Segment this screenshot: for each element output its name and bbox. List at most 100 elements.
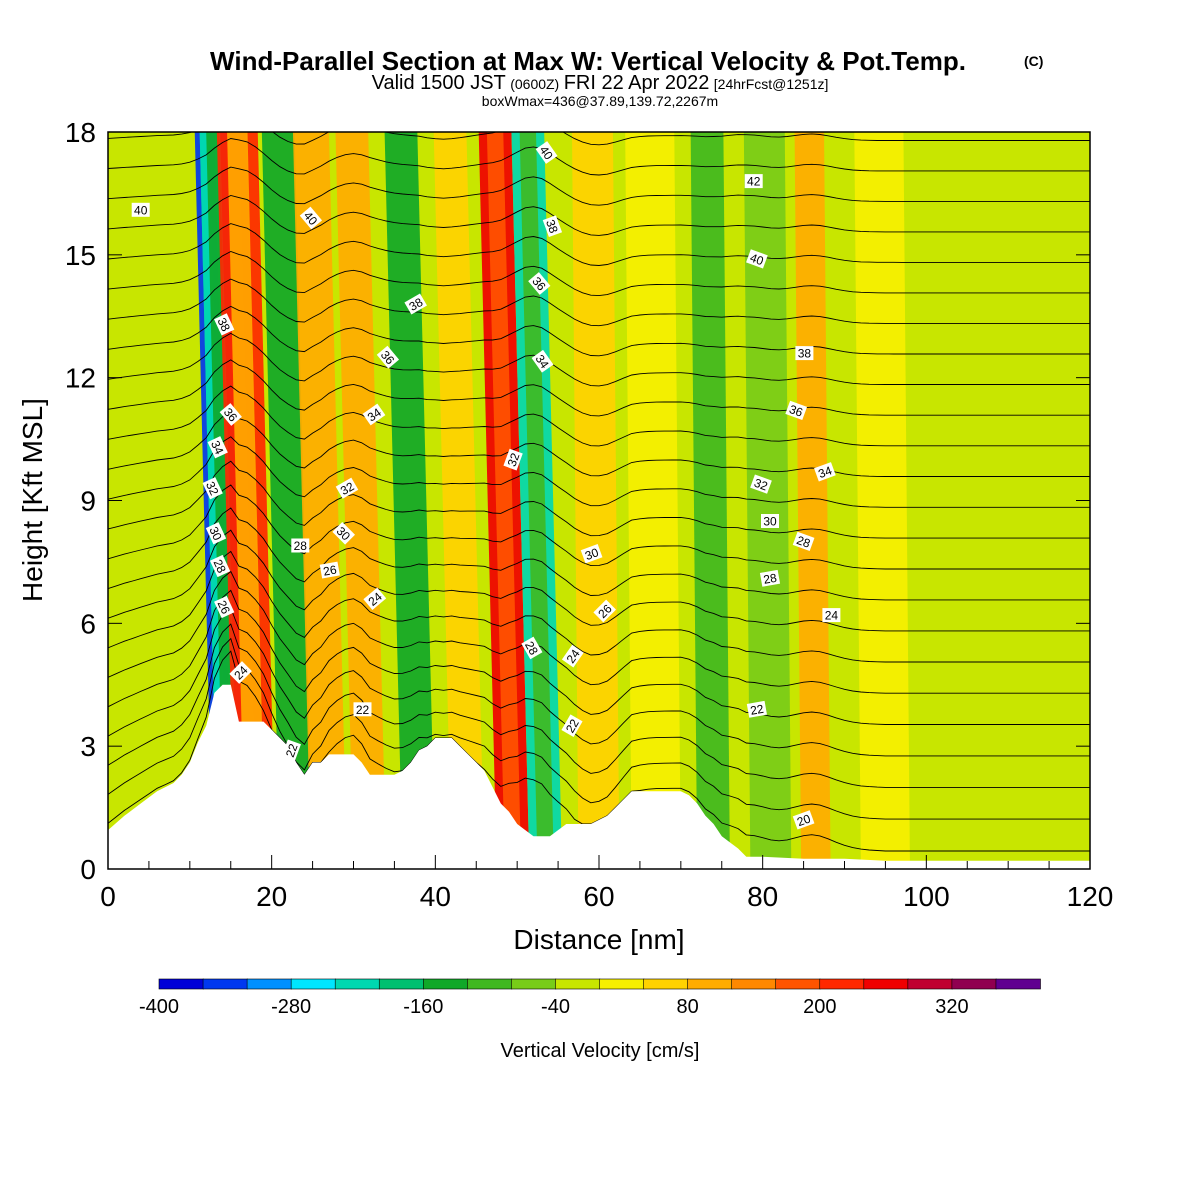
contour-label-bg bbox=[214, 313, 235, 336]
velocity-band bbox=[1026, 132, 1082, 869]
velocity-band-core bbox=[206, 132, 238, 869]
theta-contour bbox=[108, 570, 1090, 694]
contour-label: 26 bbox=[214, 595, 235, 619]
contour-label-text: 24 bbox=[825, 609, 839, 623]
velocity-band-core bbox=[227, 132, 266, 869]
theta-contour bbox=[108, 305, 1090, 357]
contour-label: 32 bbox=[202, 477, 223, 500]
theta-contour bbox=[108, 411, 1090, 477]
subtitle: Valid 1500 JST (0600Z) FRI 22 Apr 2022 [… bbox=[372, 72, 829, 94]
colorbar-swatch bbox=[863, 978, 909, 990]
theta-contour bbox=[108, 484, 1090, 570]
contour-label: 28 bbox=[759, 569, 781, 587]
contour-label-bg bbox=[207, 436, 228, 459]
theta-contour bbox=[108, 332, 1090, 387]
contour-label-bg bbox=[363, 587, 387, 610]
contour-label-bg bbox=[131, 202, 150, 217]
subtitle-forecast: [24hrFcst@1251z] bbox=[714, 76, 829, 92]
contour-label-bg bbox=[822, 608, 841, 623]
contour-label-text: 42 bbox=[747, 175, 761, 189]
colorbar-swatch bbox=[334, 978, 381, 990]
contour-label-bg bbox=[759, 569, 781, 587]
contour-label-bg bbox=[521, 636, 543, 660]
theta-contour bbox=[108, 138, 1090, 176]
x-tick-label: 40 bbox=[420, 881, 451, 912]
contour-label: 38 bbox=[214, 313, 235, 336]
subtitle-utc: (0600Z) bbox=[510, 76, 559, 92]
velocity-band bbox=[743, 132, 792, 869]
contour-label-bg bbox=[353, 702, 372, 717]
contour-label-bg bbox=[362, 403, 386, 426]
contour-label-bg bbox=[404, 293, 427, 315]
contour-label: 36 bbox=[528, 272, 551, 295]
contour-label-bg bbox=[785, 400, 808, 421]
chart-title: Wind-Parallel Section at Max W: Vertical… bbox=[210, 46, 966, 76]
y-tick-label: 6 bbox=[80, 608, 96, 639]
theta-contour bbox=[108, 623, 1090, 788]
theta-contour bbox=[108, 359, 1090, 417]
contour-label-text: 32 bbox=[752, 476, 770, 494]
contour-label-text: 40 bbox=[748, 251, 766, 269]
contour-label-text: 38 bbox=[798, 347, 812, 361]
plot-area: 40 38 36 34 32 30 28 26 24 40 38 36 34 32 30 28 26 24 22 22… bbox=[108, 132, 1090, 869]
contour-label: 32 bbox=[750, 474, 772, 494]
colorbar-swatch bbox=[643, 978, 689, 990]
theta-contour bbox=[108, 132, 1090, 146]
contour-label: 22 bbox=[746, 700, 767, 718]
contour-label: 32 bbox=[335, 477, 359, 499]
contour-label-bg bbox=[219, 403, 242, 426]
contour-label: 38 bbox=[404, 293, 427, 315]
colorbar-swatch bbox=[951, 978, 997, 990]
contour-label-text: 32 bbox=[338, 479, 357, 498]
contour-label: 20 bbox=[792, 810, 815, 830]
x-tick-label: 80 bbox=[747, 881, 778, 912]
contour-label-text: 28 bbox=[294, 539, 308, 553]
contour-label-text: 32 bbox=[505, 451, 523, 469]
contour-label-bg bbox=[561, 644, 584, 668]
contour-label-text: 22 bbox=[356, 703, 370, 717]
colorbar-swatch bbox=[158, 978, 204, 990]
contour-label: 28 bbox=[521, 636, 543, 660]
contour-label: 38 bbox=[542, 215, 563, 238]
velocity-band bbox=[625, 132, 681, 869]
contour-label-bg bbox=[792, 810, 815, 830]
colorbar-swatch bbox=[599, 978, 645, 990]
terrain bbox=[108, 684, 1090, 869]
contour-label: 22 bbox=[353, 702, 372, 717]
contour-label-bg bbox=[205, 522, 227, 545]
contour-label: 26 bbox=[593, 599, 617, 623]
colorbar-swatch bbox=[290, 978, 336, 990]
contour-label: 24 bbox=[363, 587, 387, 610]
x-axis: 0 20 40 60 80 100 120 bbox=[100, 855, 1113, 912]
subtitle-valid: Valid 1500 JST bbox=[372, 72, 506, 94]
contour-label-bg bbox=[792, 531, 815, 552]
contour-label: 36 bbox=[219, 403, 242, 426]
velocity-band bbox=[690, 132, 730, 869]
contour-label-text: 26 bbox=[215, 598, 233, 616]
contour-label: 34 bbox=[207, 436, 228, 459]
colorbar-swatch bbox=[687, 978, 733, 990]
y-tick-label: 12 bbox=[65, 363, 96, 394]
theta-contour bbox=[108, 460, 1090, 539]
theta-contour bbox=[108, 436, 1090, 508]
contour-label: 36 bbox=[785, 400, 808, 421]
contour-label-bg bbox=[202, 477, 223, 500]
theta-contour bbox=[108, 251, 1090, 297]
contour-label: 22 bbox=[281, 739, 301, 762]
colorbar-swatch bbox=[995, 978, 1041, 990]
theta-contour bbox=[108, 589, 1090, 725]
contour-label-bg bbox=[580, 544, 603, 564]
theta-contour bbox=[108, 223, 1090, 266]
contour-label-bg bbox=[531, 349, 554, 373]
theta-contour bbox=[108, 507, 1090, 601]
contour-label: 32 bbox=[503, 448, 523, 471]
contour-label-bg bbox=[332, 521, 356, 545]
contour-label-text: 40 bbox=[134, 203, 148, 217]
velocity-band-core bbox=[486, 132, 522, 869]
y-tick-label: 15 bbox=[65, 240, 96, 271]
contour-label: 28 bbox=[209, 554, 231, 578]
contour-label-text: 38 bbox=[407, 295, 426, 314]
colorbar-tick-label: -40 bbox=[541, 996, 570, 1018]
contour-label-text: 26 bbox=[322, 562, 338, 578]
